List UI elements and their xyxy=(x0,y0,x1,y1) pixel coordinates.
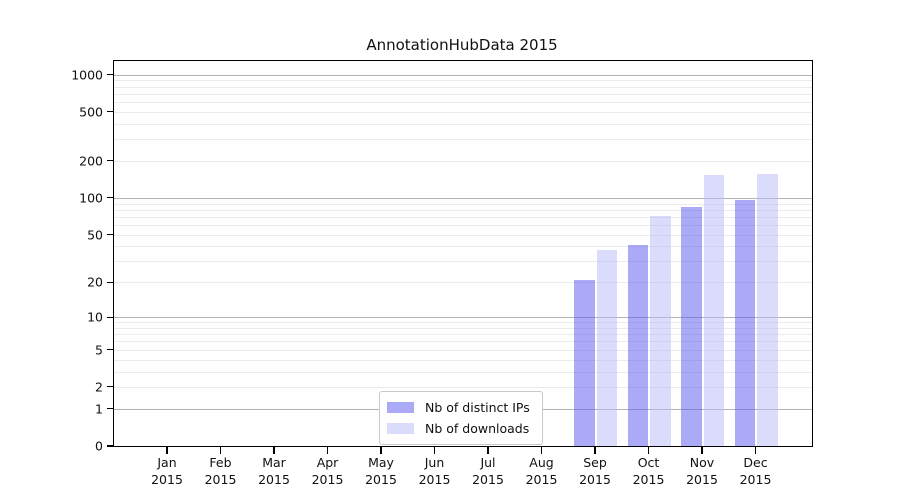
y-axis-tick xyxy=(107,316,114,318)
bar-distinct-ips-dec xyxy=(734,200,755,446)
y-axis-tick xyxy=(107,73,114,76)
y-axis-tick xyxy=(107,160,114,162)
x-axis-tick xyxy=(540,447,543,454)
minor-gridline xyxy=(114,216,812,218)
x-axis-tick-label: Nov 2015 xyxy=(686,455,718,487)
x-axis-tick xyxy=(701,447,703,454)
y-axis-tick xyxy=(107,386,114,388)
minor-gridline xyxy=(114,209,812,211)
x-axis-tick xyxy=(433,447,436,454)
x-axis-tick-label: Jan 2015 xyxy=(151,455,183,487)
bar-downloads-dec xyxy=(757,174,778,446)
minor-gridline xyxy=(114,349,812,351)
bar-distinct-ips-sep xyxy=(574,279,595,446)
minor-gridline xyxy=(114,234,812,236)
minor-gridline xyxy=(114,160,812,162)
major-gridline xyxy=(114,317,812,319)
x-axis-tick-label: Jul 2015 xyxy=(472,455,504,487)
y-axis-tick xyxy=(107,111,114,113)
y-axis-tick-label: 1000 xyxy=(71,67,103,82)
y-axis-tick-label: 500 xyxy=(79,104,103,120)
minor-gridline xyxy=(114,139,812,141)
x-axis-tick xyxy=(487,447,489,454)
x-axis-tick-label: May 2015 xyxy=(365,455,397,487)
x-axis-tick-label: Oct 2015 xyxy=(632,455,665,487)
bar-distinct-ips-oct xyxy=(627,245,648,446)
y-axis-tick xyxy=(107,408,114,410)
x-axis-tick xyxy=(647,447,650,454)
legend-label-downloads: Nb of downloads xyxy=(425,421,530,436)
y-axis-tick-label: 10 xyxy=(87,309,103,325)
minor-gridline xyxy=(114,282,812,284)
y-axis-tick-label: 100 xyxy=(79,190,103,206)
bar-downloads-oct xyxy=(650,216,671,446)
y-axis-tick-label: 5 xyxy=(95,342,103,358)
x-axis-tick-label: Feb 2015 xyxy=(204,455,237,487)
legend: Nb of distinct IPs Nb of downloads xyxy=(379,391,543,445)
x-axis-tick-label: Mar 2015 xyxy=(258,455,290,487)
major-gridline xyxy=(114,197,812,199)
y-axis-tick-label: 50 xyxy=(87,227,103,243)
x-axis-tick-label: Apr 2015 xyxy=(311,455,344,487)
minor-gridline xyxy=(114,327,812,329)
x-axis-tick-label: Jun 2015 xyxy=(418,455,451,487)
minor-gridline xyxy=(114,203,812,205)
minor-gridline xyxy=(114,111,812,113)
minor-gridline xyxy=(114,102,812,103)
x-axis-tick xyxy=(219,447,222,454)
x-axis-tick xyxy=(380,447,382,454)
bar-distinct-ips-nov xyxy=(681,206,702,446)
chart-title: AnnotationHubData 2015 xyxy=(366,36,558,54)
minor-gridline xyxy=(114,225,812,226)
y-axis-tick-label: 2 xyxy=(95,379,103,395)
minor-gridline xyxy=(114,246,812,248)
y-axis-tick-label: 20 xyxy=(87,274,103,290)
minor-gridline xyxy=(114,359,812,361)
y-axis-tick xyxy=(107,281,114,283)
minor-gridline xyxy=(114,334,812,336)
x-axis-tick xyxy=(594,447,596,454)
x-axis-tick-label: Dec 2015 xyxy=(739,455,772,487)
minor-gridline xyxy=(114,371,812,373)
legend-label-distinct-ips: Nb of distinct IPs xyxy=(425,400,530,415)
x-axis-tick-label: Sep 2015 xyxy=(579,455,611,487)
y-axis-tick-label: 200 xyxy=(79,153,103,169)
x-axis-tick xyxy=(754,447,757,454)
y-axis-tick xyxy=(107,445,114,447)
minor-gridline xyxy=(114,86,812,88)
x-axis-tick xyxy=(273,447,275,454)
y-axis-tick xyxy=(107,349,114,351)
minor-gridline xyxy=(114,322,812,324)
minor-gridline xyxy=(114,261,812,263)
x-axis-tick-label: Aug 2015 xyxy=(525,455,558,487)
major-gridline xyxy=(114,74,812,76)
y-axis-tick xyxy=(107,197,114,199)
legend-entry-distinct-ips: Nb of distinct IPs xyxy=(387,399,530,416)
minor-gridline xyxy=(114,123,812,125)
bar-downloads-nov xyxy=(703,174,724,446)
legend-swatch-downloads xyxy=(387,423,414,434)
plot-area: 0 1 2 5 10 20 50 100 200 500 1000 Jan 2015 Feb 2015 Mar… xyxy=(71,60,813,487)
legend-swatch-distinct-ips xyxy=(387,402,414,413)
minor-gridline xyxy=(114,341,812,343)
minor-gridline xyxy=(114,80,812,82)
bar-downloads-sep xyxy=(596,250,617,446)
x-axis-tick xyxy=(326,447,329,454)
minor-gridline xyxy=(114,93,812,95)
minor-gridline xyxy=(114,386,812,388)
x-axis-tick xyxy=(166,447,168,454)
y-axis-tick xyxy=(107,234,114,236)
legend-entry-downloads: Nb of downloads xyxy=(387,420,530,437)
y-axis-tick-label: 0 xyxy=(95,438,103,454)
y-axis-tick-label: 1 xyxy=(95,401,103,417)
